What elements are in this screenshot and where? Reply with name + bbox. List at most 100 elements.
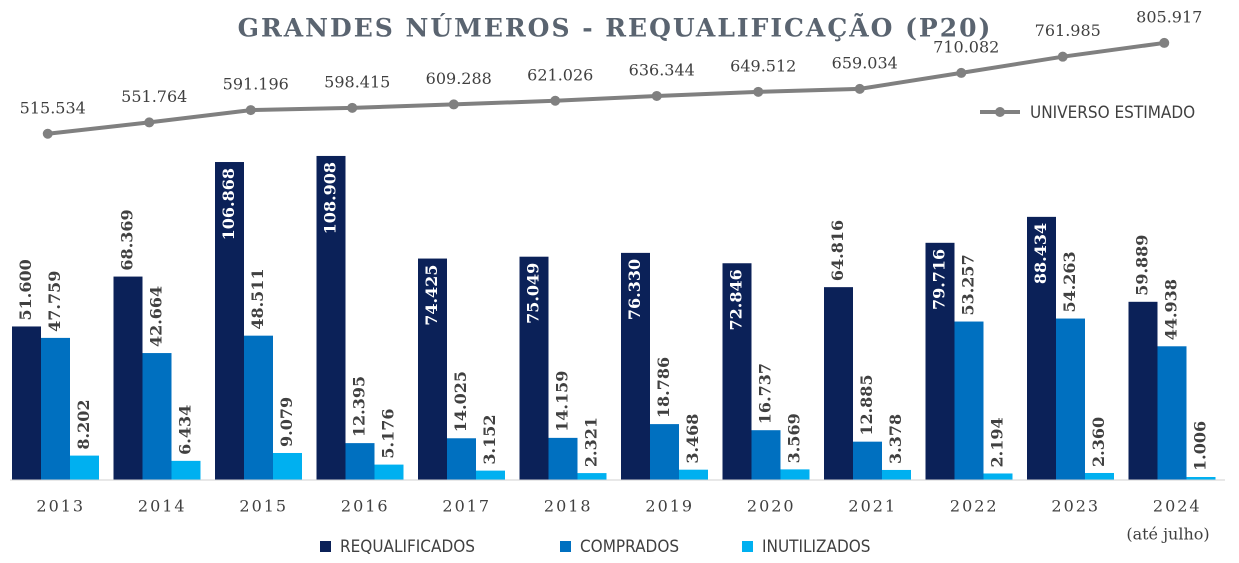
legend-swatch	[560, 541, 571, 552]
bar	[1157, 346, 1187, 480]
x-tick-label: 2021	[848, 497, 897, 516]
data-label: 12.395	[350, 376, 369, 437]
line-point	[42, 128, 53, 139]
bar	[70, 455, 99, 480]
data-label: 710.082	[933, 37, 999, 56]
bar	[650, 424, 679, 480]
data-label: 609.288	[426, 69, 492, 88]
data-label: 659.034	[832, 53, 898, 72]
data-label: 48.511	[248, 268, 267, 329]
bar	[171, 460, 201, 480]
data-label: 12.885	[857, 374, 876, 435]
legend-swatch	[742, 541, 753, 552]
data-label: 106.868	[219, 168, 238, 240]
bar	[41, 337, 70, 480]
data-label: 51.600	[16, 259, 35, 320]
data-label: 14.025	[451, 371, 470, 432]
bar	[780, 469, 810, 480]
data-label: 3.569	[785, 413, 804, 463]
line-point	[144, 117, 155, 128]
legend-swatch	[320, 541, 331, 552]
data-label: 6.434	[176, 405, 195, 455]
line-point	[1159, 37, 1170, 48]
bar	[621, 252, 650, 480]
line-point	[448, 99, 459, 110]
data-label: 591.196	[223, 75, 289, 94]
bar	[1027, 216, 1056, 480]
data-label: 3.378	[886, 414, 905, 464]
data-label: 761.985	[1035, 21, 1101, 40]
data-label: 16.737	[756, 363, 775, 424]
bar	[577, 473, 607, 480]
data-label: 68.369	[118, 209, 137, 270]
legend-marker	[995, 107, 1005, 117]
data-label: 47.759	[45, 271, 64, 332]
bar	[1128, 301, 1158, 480]
data-label: 2.194	[988, 417, 1007, 467]
data-label: 636.344	[629, 60, 695, 79]
bar	[418, 258, 447, 480]
data-label: 2.360	[1089, 417, 1108, 467]
bar	[316, 155, 346, 480]
bar	[12, 326, 41, 480]
data-label: 805.917	[1136, 7, 1202, 26]
data-label: 59.889	[1133, 235, 1152, 296]
line-point	[854, 83, 865, 94]
data-label: 598.415	[324, 72, 390, 91]
data-label: 76.330	[625, 259, 644, 320]
x-tick-label: 2020	[747, 497, 796, 516]
data-label: 1.006	[1191, 421, 1210, 471]
bar	[1056, 318, 1085, 480]
data-label: 2.321	[582, 417, 601, 467]
bar	[1186, 477, 1216, 480]
legend-label: COMPRADOS	[580, 537, 679, 557]
data-label: 72.846	[727, 269, 746, 330]
data-label: 8.202	[74, 399, 93, 449]
legend-label: REQUALIFICADOS	[340, 537, 475, 557]
data-label: 74.425	[422, 265, 441, 326]
bar	[853, 441, 882, 480]
bar	[519, 256, 549, 480]
data-label: 515.534	[20, 98, 86, 117]
data-label: 53.257	[959, 254, 978, 315]
x-tick-label: 2018	[544, 497, 593, 516]
bar	[548, 437, 578, 480]
x-tick-label: 2014	[138, 497, 187, 516]
data-label: 79.716	[930, 249, 949, 310]
data-label: 88.434	[1031, 223, 1050, 284]
line-point	[1057, 51, 1068, 62]
legend-label: UNIVERSO ESTIMADO	[1030, 103, 1195, 123]
chart-title: GRANDES NÚMEROS - REQUALIFICAÇÃO (P20)	[238, 14, 993, 43]
line-point	[245, 105, 256, 116]
data-label: 64.816	[828, 220, 847, 281]
bar	[113, 276, 143, 480]
data-label: 42.664	[147, 286, 166, 347]
bar	[954, 321, 984, 480]
x-tick-label: 2024	[1153, 497, 1202, 516]
data-label: 108.908	[321, 162, 340, 234]
bar	[374, 464, 404, 480]
x-tick-label: 2023	[1051, 497, 1100, 516]
data-label: 3.468	[683, 414, 702, 464]
data-label: 3.152	[480, 415, 499, 465]
line-point	[550, 95, 561, 106]
data-label: 551.764	[121, 87, 187, 106]
bar	[273, 452, 302, 480]
x-tick-label: 2022	[950, 497, 999, 516]
bar	[1085, 472, 1114, 480]
line-point	[347, 102, 358, 113]
data-label: 14.159	[553, 371, 572, 432]
bar	[925, 242, 955, 480]
bar	[679, 469, 708, 480]
data-label: 649.512	[730, 56, 796, 75]
line-point	[651, 90, 662, 101]
bar	[345, 443, 375, 480]
x-tick-label: 2017	[442, 497, 491, 516]
data-label: 9.079	[277, 397, 296, 447]
bar	[447, 438, 476, 480]
data-label: 18.786	[654, 357, 673, 418]
line-point	[956, 67, 967, 78]
legend-label: INUTILIZADOS	[762, 537, 870, 557]
data-label: 75.049	[524, 263, 543, 324]
